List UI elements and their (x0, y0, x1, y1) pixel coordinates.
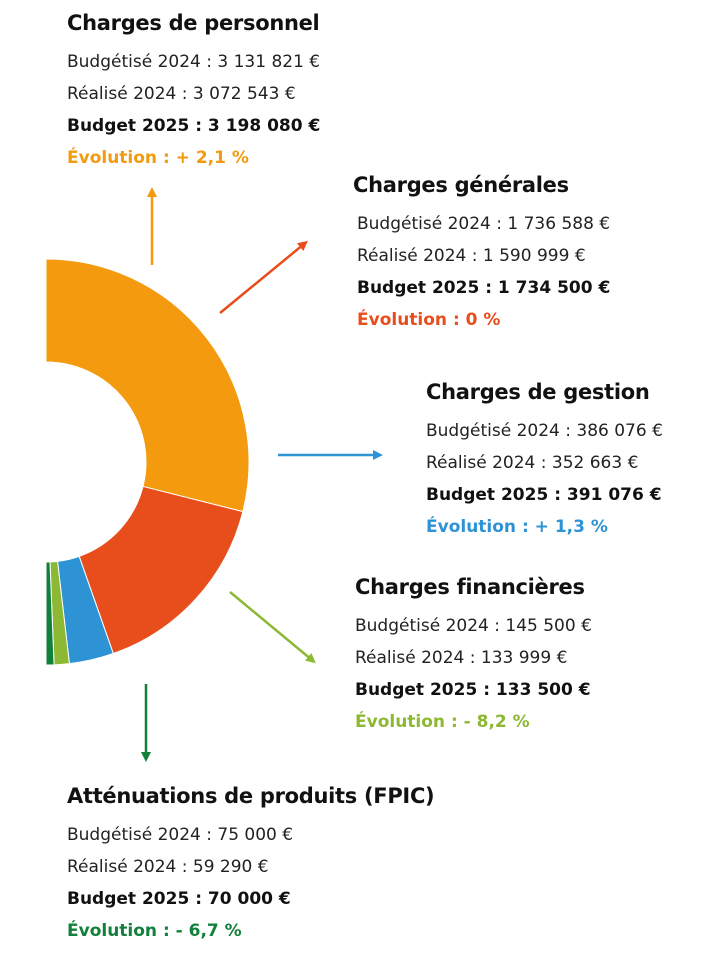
block-personnel-budget: Budget 2025 : 3 198 080 € (67, 116, 321, 136)
block-fpic-realise: Réalisé 2024 : 59 290 € (67, 857, 269, 877)
block-financieres-title: Charges financières (355, 575, 585, 599)
block-personnel-evolution: Évolution : + 2,1 % (67, 148, 249, 168)
donut-slice-generales (78, 485, 244, 655)
block-fpic-evolution: Évolution : - 6,7 % (67, 921, 242, 941)
block-generales-realise: Réalisé 2024 : 1 590 999 € (357, 246, 586, 266)
block-fpic-title: Atténuations de produits (FPIC) (67, 784, 435, 808)
block-gestion-realise: Réalisé 2024 : 352 663 € (426, 453, 639, 473)
block-fpic-budget: Budget 2025 : 70 000 € (67, 889, 291, 909)
donut-slice-personnel (45, 258, 250, 513)
block-fpic: Atténuations de produits (FPIC) Budgétis… (67, 783, 435, 947)
block-gestion-budget: Budget 2025 : 391 076 € (426, 485, 662, 505)
block-financieres: Charges financières Budgétisé 2024 : 145… (355, 574, 592, 738)
block-fpic-budgetise: Budgétisé 2024 : 75 000 € (67, 825, 294, 845)
block-personnel-realise: Réalisé 2024 : 3 072 543 € (67, 84, 296, 104)
block-personnel: Charges de personnel Budgétisé 2024 : 3 … (67, 10, 320, 174)
donut-clip-mask (0, 254, 46, 670)
block-gestion-budgetise: Budgétisé 2024 : 386 076 € (426, 421, 663, 441)
block-financieres-budget: Budget 2025 : 133 500 € (355, 680, 591, 700)
block-financieres-budgetise: Budgétisé 2024 : 145 500 € (355, 616, 592, 636)
block-generales-budget: Budget 2025 : 1 734 500 € (357, 278, 611, 298)
block-personnel-budgetise: Budgétisé 2024 : 3 131 821 € (67, 52, 321, 72)
block-financieres-realise: Réalisé 2024 : 133 999 € (355, 648, 568, 668)
block-gestion-title: Charges de gestion (426, 380, 650, 404)
block-generales-evolution: Évolution : 0 % (357, 310, 501, 330)
block-generales: Charges générales Budgétisé 2024 : 1 736… (353, 172, 610, 336)
block-generales-budgetise: Budgétisé 2024 : 1 736 588 € (357, 214, 611, 234)
block-personnel-title: Charges de personnel (67, 11, 320, 35)
block-gestion-evolution: Évolution : + 1,3 % (426, 517, 608, 537)
block-financieres-evolution: Évolution : - 8,2 % (355, 712, 530, 732)
block-generales-title: Charges générales (353, 173, 569, 197)
block-gestion: Charges de gestion Budgétisé 2024 : 386 … (426, 379, 663, 543)
